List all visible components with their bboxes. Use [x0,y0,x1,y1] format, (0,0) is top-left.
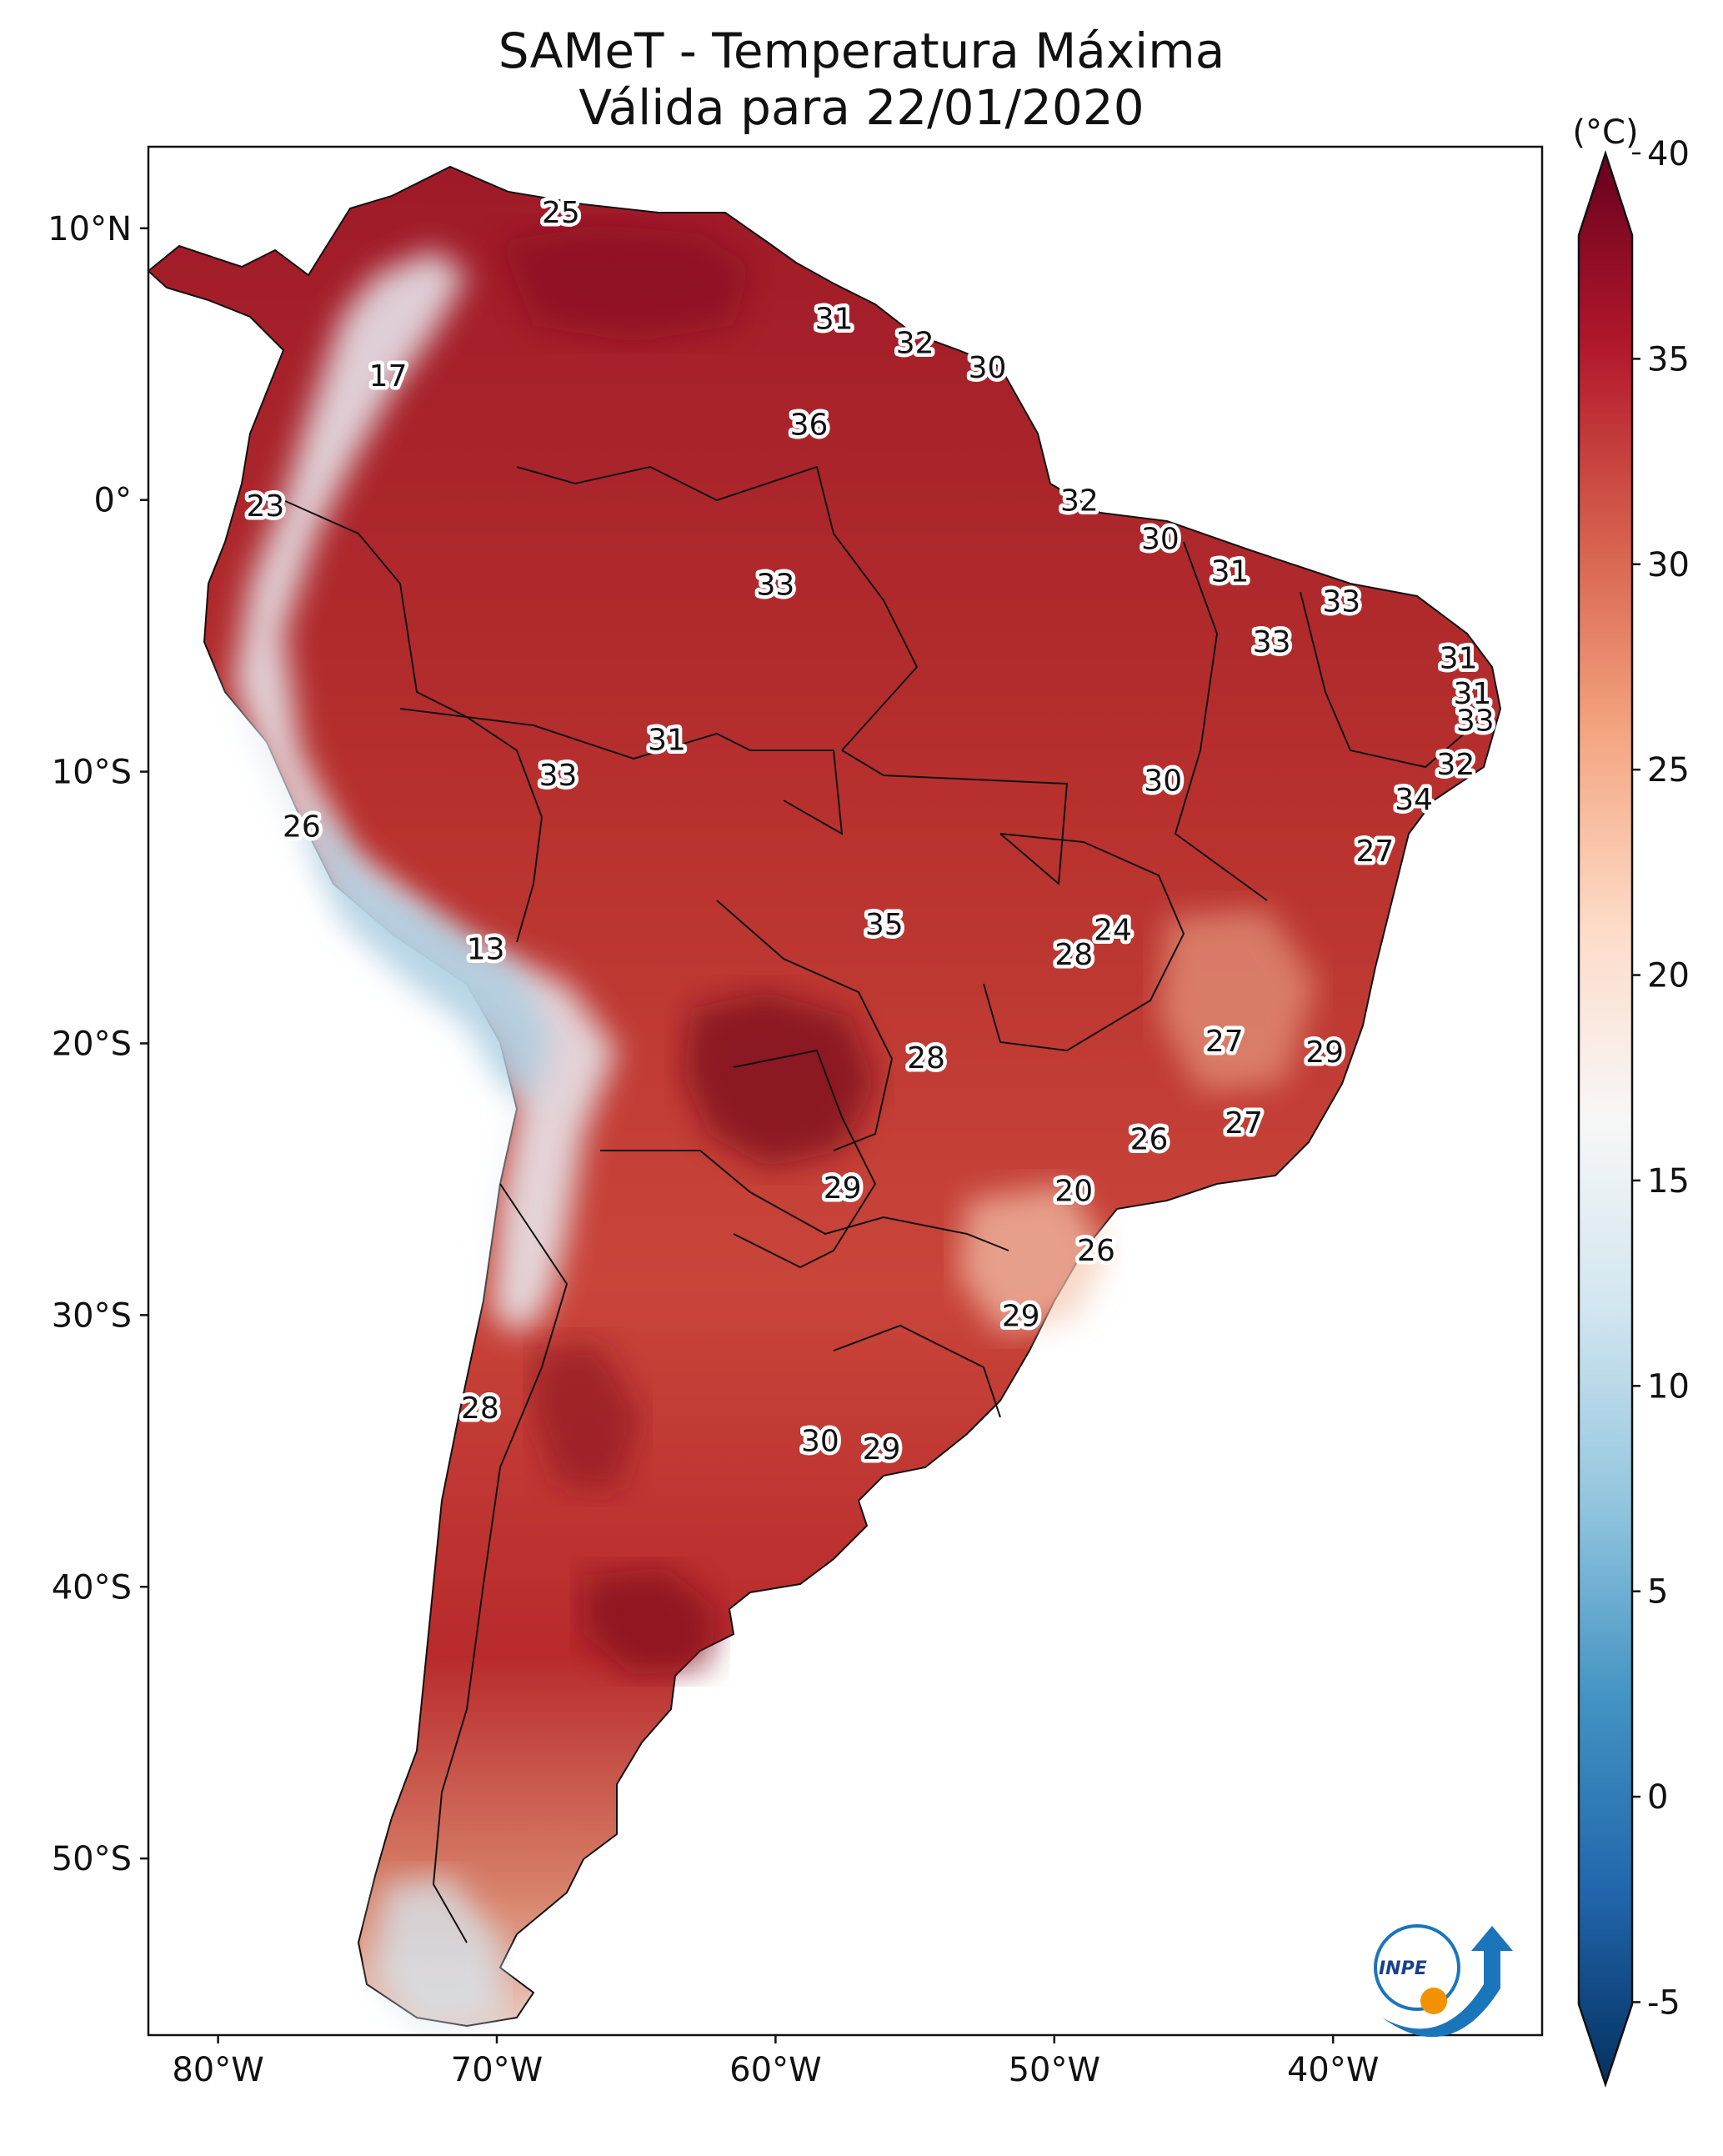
temperature-label: 24 [1094,914,1132,948]
temperature-label: 27 [1205,1025,1244,1059]
lon-tick-label: 80°W [172,2051,263,2089]
altiplano-cold [308,800,550,1101]
temperature-label: 33 [539,759,578,793]
lon-tick-label: 70°W [451,2051,543,2089]
colorbar: (°C) 40 35 30 25 20 15 10 5 0 -5 [1572,113,1690,2088]
temperature-label: 27 [1225,1106,1263,1141]
hot-core-patagonia [584,1567,717,1676]
temperature-label: 30 [801,1424,839,1458]
colorbar-tick-label: 15 [1647,1162,1690,1201]
lon-tick-label: 50°W [1009,2051,1100,2089]
hot-core-north [500,225,750,342]
temperature-label: 17 [369,359,408,394]
country-borders [283,465,1485,1943]
temperature-label: 28 [1054,938,1093,972]
colorbar-tick-label: 35 [1647,340,1690,379]
temperature-label: 31 [1440,642,1478,676]
temperature-label: 34 [1395,783,1433,817]
colorbar-tick-label: 20 [1647,957,1690,995]
temperature-label: 26 [1130,1123,1169,1157]
temperature-label: 26 [283,810,321,845]
temperature-label: 29 [824,1171,862,1206]
temperature-label: 29 [863,1432,901,1467]
temperature-label: 30 [1141,522,1180,556]
colorbar-tick-label: 10 [1647,1367,1690,1406]
temperature-label: 27 [1355,835,1394,869]
lon-tick-label: 60°W [729,2051,821,2089]
colorbar-body [1577,149,1634,2088]
cool-minas [1159,909,1317,1092]
temperature-label: 31 [1211,554,1250,589]
temperature-label: 13 [467,932,505,966]
lat-tick-label: 40°S [52,1568,132,1607]
hot-core-chaco [684,992,875,1167]
logo-text: INPE [1379,1958,1427,1979]
colorbar-ticks: 40 35 30 25 20 15 10 5 0 -5 [1632,135,1690,2022]
latitude-ticks: 10°N 0° 10°S 20°S 30°S 40°S 50°S [48,210,148,1878]
chart-title: SAMeT - Temperatura Máxima [498,23,1225,79]
temperature-label: 23 [247,489,285,524]
colorbar-tick-label: 25 [1647,751,1690,790]
temperature-label: 29 [1305,1035,1344,1070]
southern-tip-cold [375,1876,500,2026]
temperature-label: 31 [815,302,854,336]
temperature-label: 33 [756,569,794,603]
temperature-label: 31 [1453,677,1491,711]
colorbar-tick-label: 30 [1647,546,1690,584]
temperature-label: 29 [1002,1299,1040,1333]
lat-tick-label: 10°S [52,754,132,792]
cool-southeast [959,1184,1109,1334]
logo-ring [1374,1924,1460,2011]
temperature-label: 32 [1060,484,1099,519]
lat-tick-label: 10°N [48,210,132,248]
temperature-label: 35 [865,908,904,942]
colorbar-tick-label: 0 [1647,1778,1668,1817]
lon-tick-label: 40°W [1287,2051,1379,2089]
temperature-label: 33 [1456,704,1495,739]
lat-tick-label: 0° [94,482,132,520]
colorbar-tick-label: 40 [1647,135,1690,173]
temperature-label: 28 [907,1041,945,1075]
lat-tick-label: 30°S [52,1296,132,1335]
longitude-ticks: 80°W 70°W 60°W 50°W 40°W [172,2035,1379,2089]
hot-core-cuyo [533,1342,642,1492]
temperature-label: 33 [1322,584,1360,619]
colorbar-tick-label: -5 [1647,1983,1680,2022]
colorbar-tick-label: 5 [1647,1573,1668,1612]
temperature-label: 30 [969,351,1007,385]
temperature-label: 32 [896,327,934,361]
temperature-label: 26 [1077,1234,1115,1268]
colorbar-unit: (°C) [1572,113,1638,152]
temperature-label: 36 [790,408,829,442]
inpe-logo: INPE [1374,1924,1513,2038]
logo-sun [1420,1988,1447,2014]
temperature-label: 33 [1253,625,1291,659]
lat-tick-label: 50°S [52,1840,132,1878]
temperature-label: 25 [542,196,580,230]
temperature-label: 32 [1436,748,1475,782]
temperature-label: 28 [461,1391,499,1426]
temperature-field [148,165,1502,2028]
chart-subtitle: Válida para 22/01/2020 [579,79,1144,136]
lat-tick-label: 20°S [52,1025,132,1063]
temperature-label: 31 [648,723,686,757]
map-frame [147,145,1544,2037]
temperature-label: 30 [1144,764,1182,798]
temperature-label: 20 [1054,1174,1093,1208]
logo-swoosh [1382,1926,1513,2038]
